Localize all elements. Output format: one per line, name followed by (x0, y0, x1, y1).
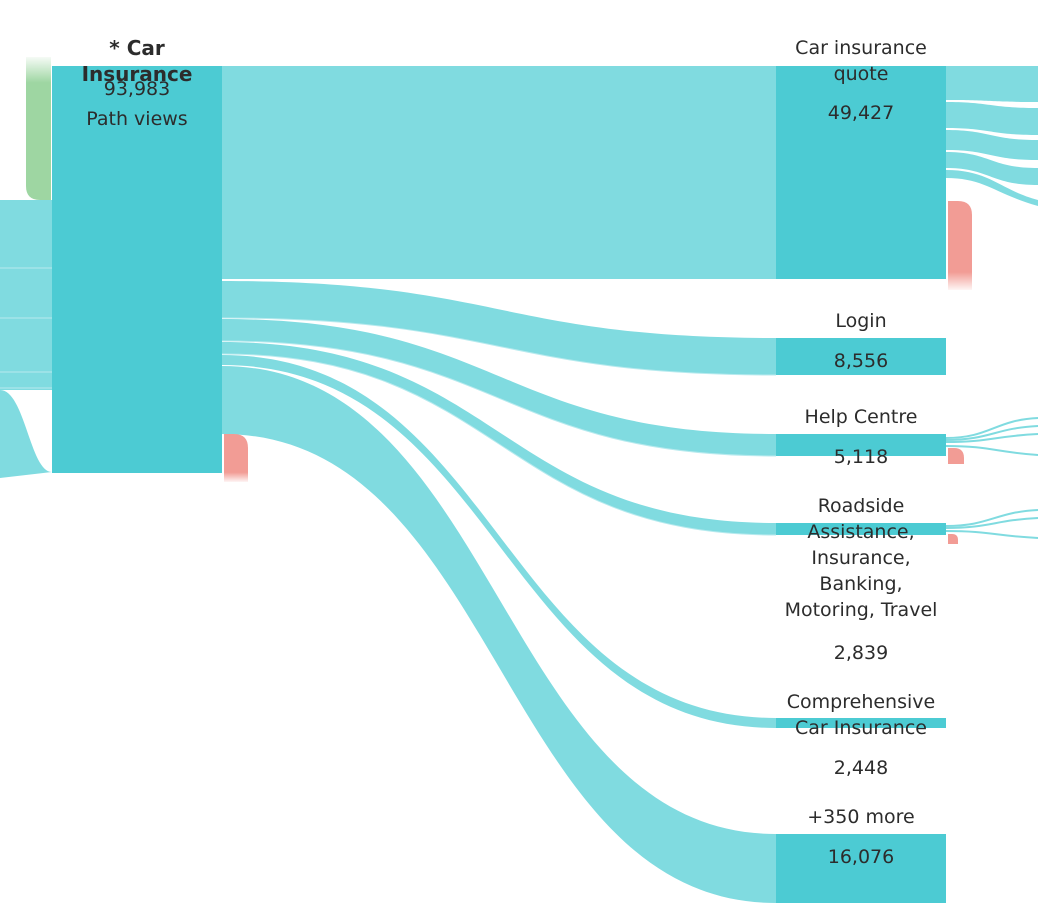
node-value-help-centre: 5,118 (833, 446, 889, 468)
onward-link[interactable] (946, 170, 1038, 206)
node-bar-comprehensive[interactable] (776, 718, 946, 728)
node-bar-login[interactable] (776, 338, 946, 375)
incoming-flows (0, 200, 52, 478)
node-value-roadside: 2,839 (833, 642, 889, 664)
focus-node-value: 93,983 (103, 78, 171, 100)
exit-bar-car-insurance-quote[interactable] (948, 201, 972, 290)
node-bar-car-insurance-quote[interactable] (776, 66, 946, 279)
node-bar-more[interactable] (776, 834, 946, 903)
link-help-centre[interactable] (222, 319, 776, 456)
link-more[interactable] (222, 366, 776, 903)
link-roadside[interactable] (222, 342, 776, 535)
focus-node-title: * Car Insurance (81, 36, 193, 86)
onward-link[interactable] (946, 66, 1038, 102)
node-value-car-insurance-quote: 49,427 (827, 102, 895, 124)
node-value-more: 16,076 (827, 846, 895, 868)
node-label-roadside: Roadside Assistance, Insurance, Banking,… (784, 495, 938, 621)
node-label-more: +350 more (807, 806, 915, 828)
onward-link[interactable] (946, 130, 1038, 160)
next-node-bars (776, 66, 946, 903)
next-exit-bars (948, 201, 972, 544)
incoming-link[interactable] (0, 390, 52, 478)
link-login[interactable] (222, 281, 776, 375)
entry-bar[interactable] (26, 57, 51, 200)
link-comprehensive[interactable] (222, 355, 776, 728)
node-value-login: 8,556 (833, 350, 889, 372)
onward-flows (945, 66, 1038, 539)
onward-link[interactable] (946, 102, 1038, 135)
exit-bar-roadside[interactable] (948, 534, 958, 544)
node-label-car-insurance-quote: Car insurance quote (795, 37, 927, 85)
exit-bar[interactable] (224, 434, 248, 482)
incoming-link[interactable] (0, 372, 52, 390)
outgoing-flows (221, 66, 777, 903)
exit-bar-help-centre[interactable] (948, 448, 964, 464)
incoming-link[interactable] (0, 270, 52, 320)
node-value-comprehensive: 2,448 (833, 757, 889, 779)
node-label-login: Login (835, 310, 887, 332)
incoming-link[interactable] (0, 200, 52, 270)
node-label-help-centre: Help Centre (804, 406, 918, 428)
onward-thin-links (945, 417, 1038, 539)
focus-node-value-label: Path views (86, 108, 188, 130)
onward-link[interactable] (946, 152, 1038, 185)
node-bar-help-centre[interactable] (776, 434, 946, 456)
link-car-insurance-quote[interactable] (222, 66, 776, 279)
node-label-comprehensive: Comprehensive Car Insurance (786, 691, 936, 739)
node-bar-roadside[interactable] (776, 523, 946, 535)
incoming-link[interactable] (0, 320, 52, 372)
focus-node-bar[interactable] (52, 66, 222, 473)
